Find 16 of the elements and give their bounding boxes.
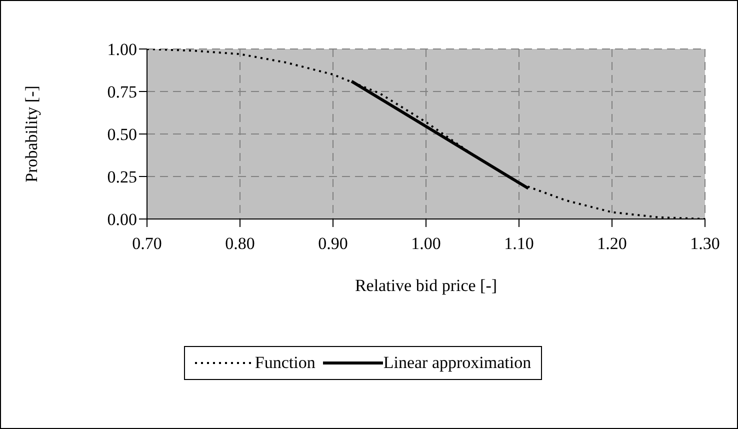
y-tick-label: 0.25 [107, 168, 137, 187]
x-tick-label: 1.20 [597, 234, 627, 254]
x-tick-label: 1.10 [504, 234, 534, 254]
legend-label: Function [254, 353, 316, 373]
x-tick-label: 1.00 [411, 234, 441, 254]
y-tick-label: 0.50 [107, 125, 137, 144]
y-tick-label: 0.00 [107, 210, 137, 230]
x-tick-label: 0.90 [318, 234, 348, 254]
legend-label: Linear approximation [383, 353, 532, 373]
y-tick-label: 0.75 [107, 82, 137, 102]
x-axis-title: Relative bid price [-] [354, 276, 498, 295]
x-tick-label: 0.70 [132, 234, 162, 254]
y-tick-label: 1.00 [107, 40, 137, 60]
x-tick-label: 0.80 [225, 234, 255, 254]
y-axis-title: Probability [-] [22, 86, 42, 182]
x-tick-label: 1.30 [690, 234, 720, 254]
